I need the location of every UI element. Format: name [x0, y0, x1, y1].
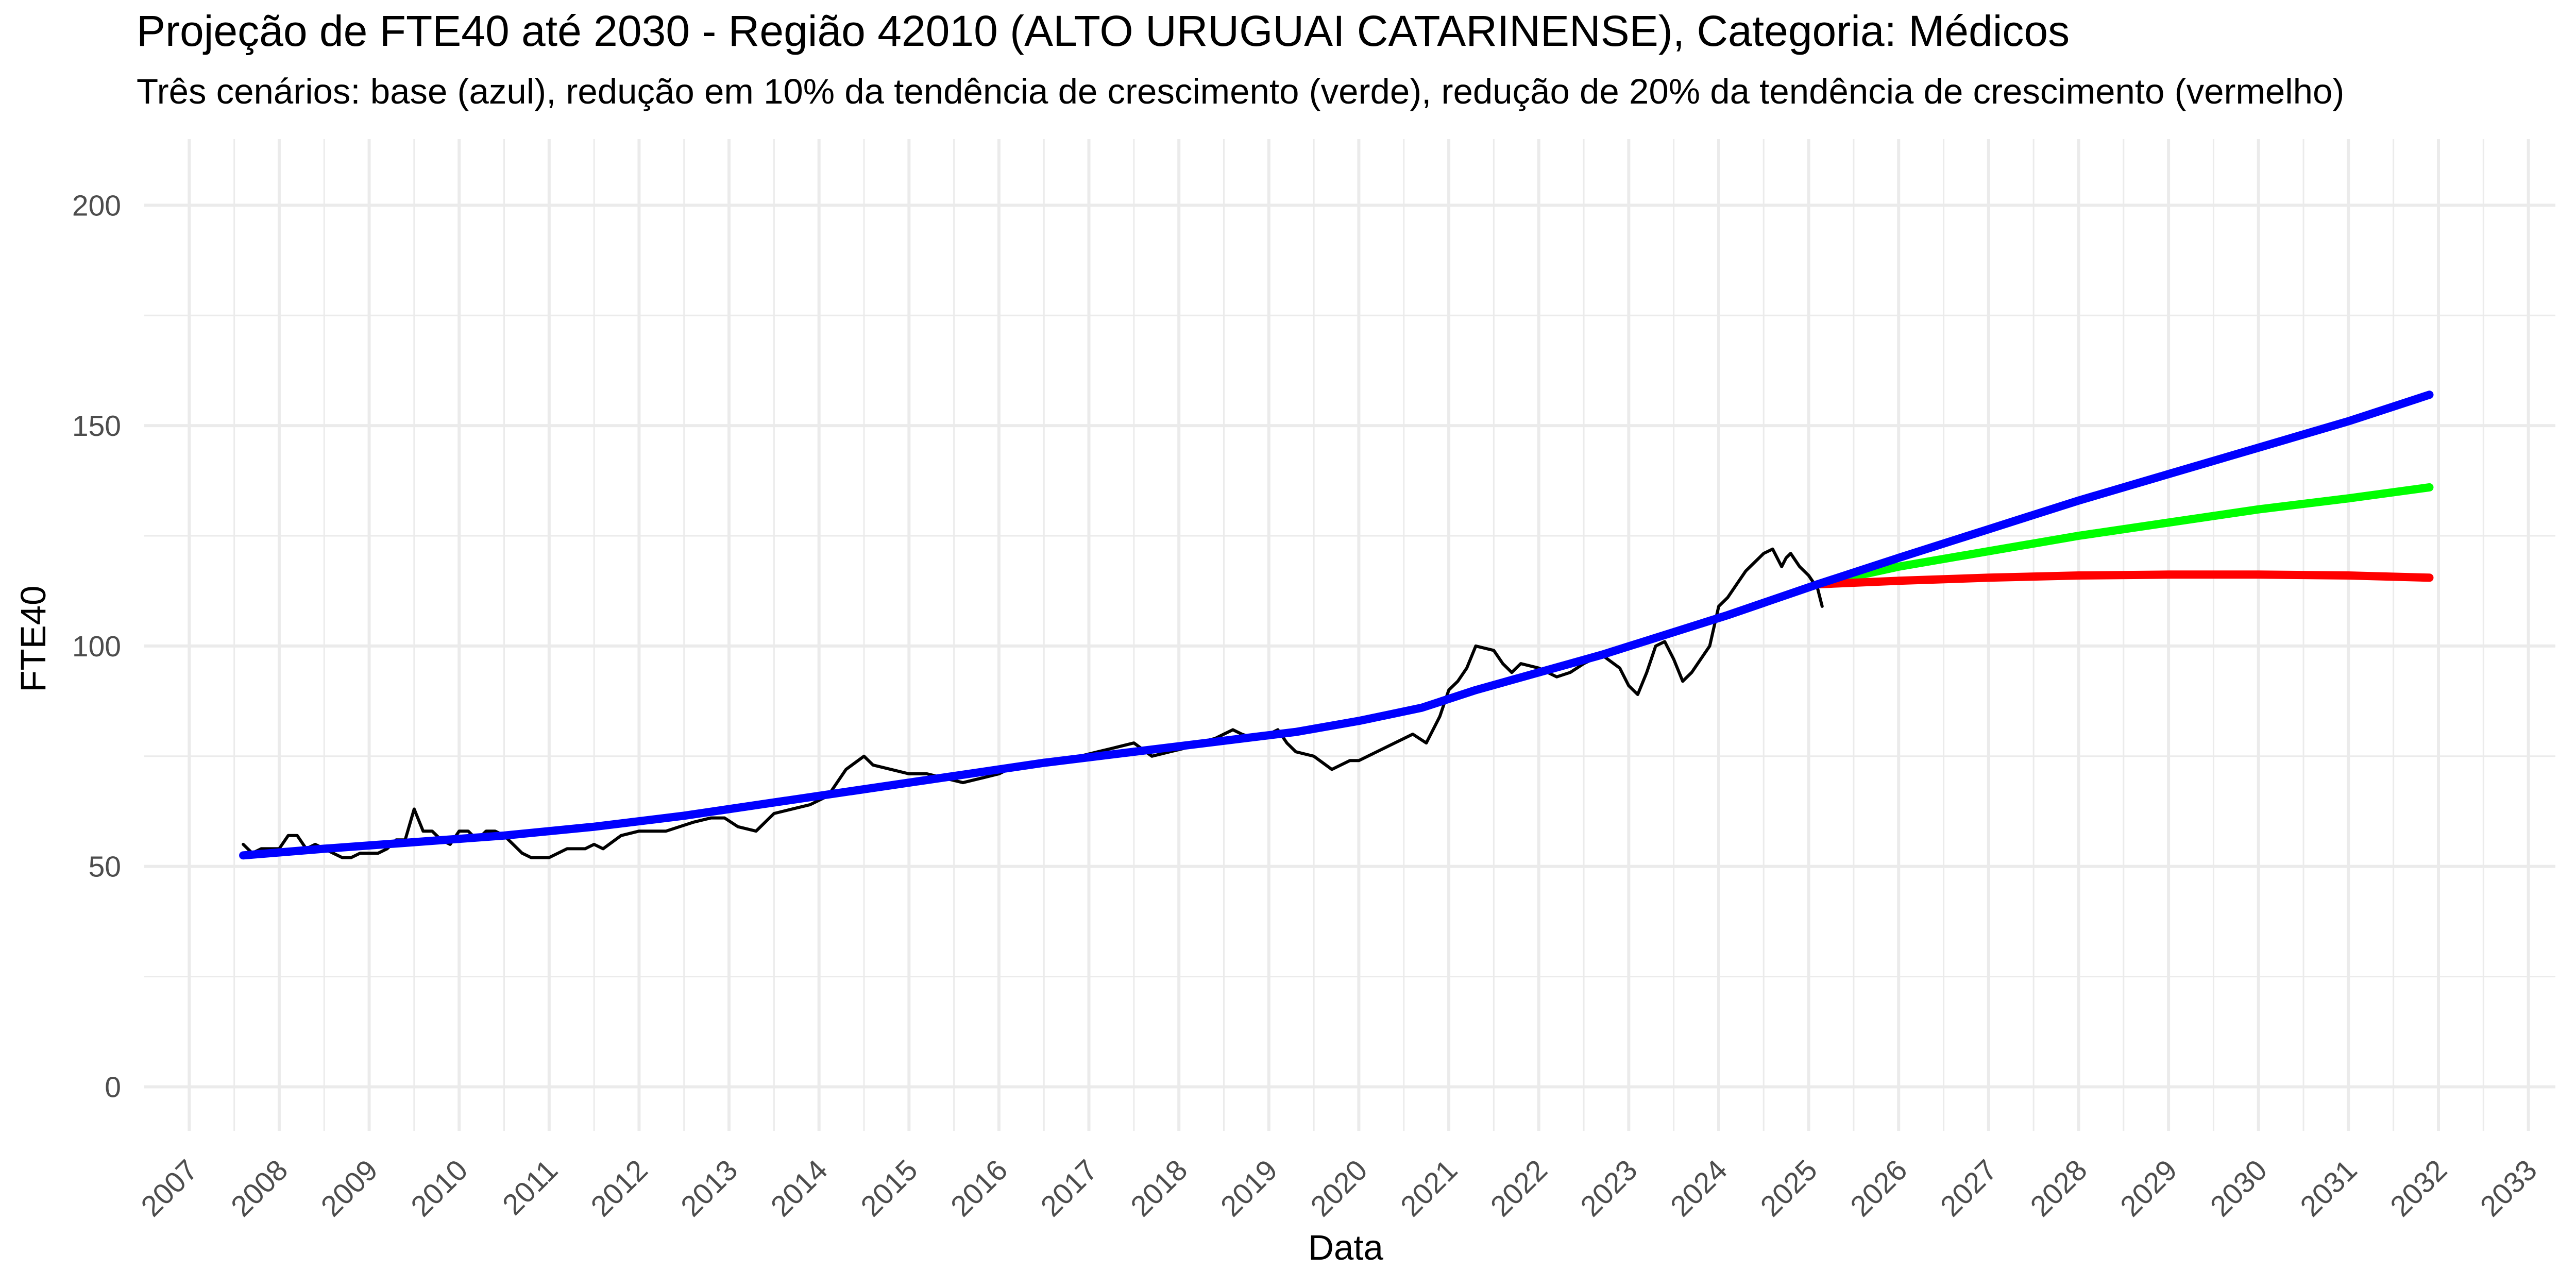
- x-tick-label: 2014: [765, 1154, 834, 1223]
- x-tick-label: 2007: [135, 1154, 205, 1223]
- x-tick-label: 2027: [1934, 1154, 2004, 1223]
- x-tick-label: 2025: [1754, 1154, 1824, 1223]
- x-tick-label: 2017: [1035, 1154, 1104, 1223]
- grid-layer: [144, 139, 2555, 1131]
- x-tick-label: 2020: [1304, 1154, 1374, 1223]
- series-line-base: [239, 391, 2434, 860]
- series-line-verde: [1814, 483, 2434, 589]
- x-axis-title: Data: [1308, 1228, 1383, 1267]
- y-tick-labels: 0 50 100 150 200: [72, 189, 121, 1104]
- x-tick-label: 2030: [2204, 1154, 2274, 1223]
- x-tick-labels: 2007 2008 2009 2010 2011 2012 2013 2014 2015 2016…: [135, 1154, 2544, 1223]
- x-tick-label: 2028: [2024, 1154, 2094, 1223]
- x-tick-label: 2015: [855, 1154, 924, 1223]
- x-tick-label: 2032: [2384, 1154, 2453, 1223]
- x-tick-label: 2029: [2114, 1154, 2183, 1223]
- y-tick-label: 200: [72, 189, 121, 222]
- x-tick-label: 2023: [1574, 1154, 1644, 1223]
- x-tick-label: 2016: [944, 1154, 1014, 1223]
- x-tick-label: 2013: [674, 1154, 744, 1223]
- y-tick-label: 50: [89, 851, 121, 884]
- series-line-vermelho: [1814, 570, 2434, 589]
- x-tick-label: 2018: [1124, 1154, 1194, 1223]
- x-tick-label: 2026: [1844, 1154, 1913, 1223]
- x-tick-label: 2011: [496, 1154, 564, 1222]
- series-layer: [239, 391, 2434, 860]
- x-tick-label: 2033: [2474, 1154, 2544, 1223]
- x-tick-label: 2009: [315, 1154, 384, 1223]
- x-tick-label: 2031: [2294, 1154, 2364, 1223]
- x-tick-label: 2008: [225, 1154, 294, 1223]
- x-tick-label: 2021: [1394, 1154, 1464, 1223]
- chart-title: Projeção de FTE40 até 2030 - Região 4201…: [137, 7, 2070, 55]
- y-tick-label: 0: [105, 1071, 121, 1104]
- y-tick-label: 100: [72, 630, 121, 663]
- x-tick-label: 2012: [585, 1154, 654, 1223]
- x-tick-label: 2010: [404, 1154, 474, 1223]
- x-tick-label: 2024: [1664, 1154, 1734, 1223]
- x-tick-label: 2022: [1484, 1154, 1554, 1223]
- chart-subtitle: Três cenários: base (azul), redução em 1…: [137, 72, 2345, 111]
- x-tick-label: 2019: [1214, 1154, 1284, 1223]
- series-line-observed: [242, 547, 1824, 859]
- y-tick-label: 150: [72, 410, 121, 443]
- y-axis-title: FTE40: [13, 585, 53, 692]
